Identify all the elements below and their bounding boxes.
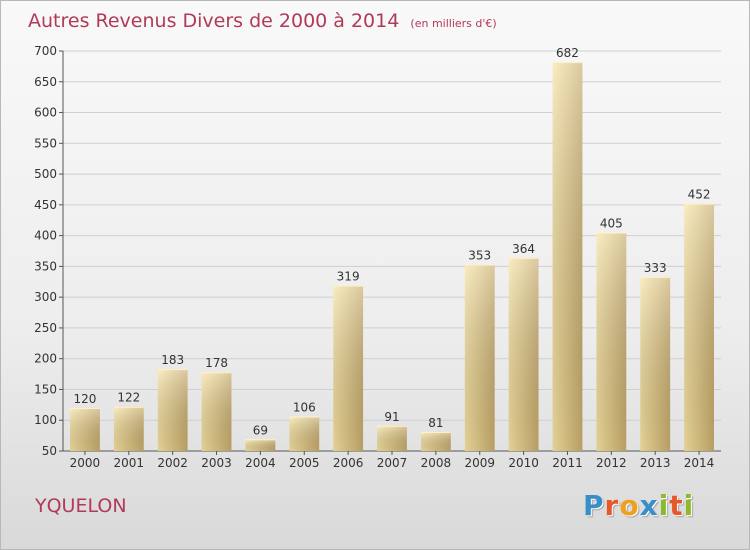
logo-letter: x (639, 489, 659, 522)
y-tick-label: 100 (34, 413, 57, 427)
bar-shade (684, 203, 714, 451)
logo-letter: t (669, 489, 684, 522)
data-label: 682 (556, 46, 579, 60)
bar-shade (157, 369, 188, 451)
logo-letter: i (658, 489, 670, 522)
y-tick-label: 200 (34, 352, 57, 366)
data-label: 69 (253, 423, 268, 437)
bar-shade (464, 264, 495, 451)
y-tick-label: 300 (34, 290, 57, 304)
x-tick-label: 2003 (201, 456, 232, 470)
x-tick-label: 2013 (640, 456, 671, 470)
y-tick-label: 150 (34, 382, 57, 396)
y-tick-label: 550 (34, 136, 57, 150)
y-tick-label: 50 (42, 444, 57, 458)
data-label: 183 (161, 353, 184, 367)
bar-shade (508, 257, 539, 451)
x-tick-label: 2008 (421, 456, 452, 470)
commune-name: YQUELON (35, 495, 127, 517)
chart-unit-text: (en milliers d'€) (410, 17, 497, 30)
x-tick-label: 2000 (70, 456, 101, 470)
bar-shade (245, 439, 276, 451)
bar-shade (113, 406, 144, 451)
data-label: 122 (117, 391, 140, 405)
bar-shade (289, 416, 320, 451)
x-tick-label: 2002 (157, 456, 188, 470)
proxiti-logo: Proxiti (583, 489, 694, 522)
data-label: 319 (337, 269, 360, 283)
bar-shade (596, 232, 627, 451)
y-tick-label: 650 (34, 75, 57, 89)
chart-title-text: Autres Revenus Divers de 2000 à 2014 (28, 10, 400, 32)
x-tick-label: 2012 (596, 456, 627, 470)
x-tick-label: 2001 (114, 456, 145, 470)
y-tick-label: 700 (34, 44, 57, 58)
data-label: 81 (428, 416, 443, 430)
bars (70, 62, 714, 451)
bar-shade (70, 407, 100, 451)
data-label: 106 (293, 401, 316, 415)
x-tick-label: 2006 (333, 456, 364, 470)
data-label: 91 (384, 410, 399, 424)
data-label: 333 (644, 261, 667, 275)
data-label: 452 (688, 188, 711, 202)
data-label: 353 (468, 249, 491, 263)
bar-shade (333, 285, 364, 451)
y-tick-label: 400 (34, 229, 57, 243)
x-tick-label: 2007 (377, 456, 408, 470)
logo-letter: o (619, 489, 640, 522)
y-tick-label: 500 (34, 167, 57, 181)
y-tick-label: 350 (34, 259, 57, 273)
x-tick-label: 2009 (464, 456, 495, 470)
bar-shade (552, 62, 583, 451)
x-tick-label: 2005 (289, 456, 320, 470)
x-tick-label: 2010 (508, 456, 539, 470)
bar-shade (420, 431, 451, 451)
bar-shade (377, 425, 407, 451)
y-tick-label: 600 (34, 106, 57, 120)
data-label: 178 (205, 356, 228, 370)
bar-shade (201, 372, 232, 451)
x-tick-label: 2011 (552, 456, 583, 470)
logo-letter: i (683, 489, 695, 522)
logo-letter: r (604, 489, 620, 522)
chart-title: Autres Revenus Divers de 2000 à 2014 (en… (28, 10, 497, 32)
data-label: 120 (73, 392, 96, 406)
bar-shade (640, 276, 671, 451)
labels: 50 100 150 200 250 300 350 400 450 500 550 600 650 70… (34, 44, 714, 470)
y-tick-label: 250 (34, 321, 57, 335)
y-tick-label: 450 (34, 198, 57, 212)
logo-letter: P (583, 489, 605, 522)
data-label: 405 (600, 217, 623, 231)
data-label: 364 (512, 242, 535, 256)
x-tick-label: 2014 (684, 456, 715, 470)
x-tick-label: 2004 (245, 456, 276, 470)
